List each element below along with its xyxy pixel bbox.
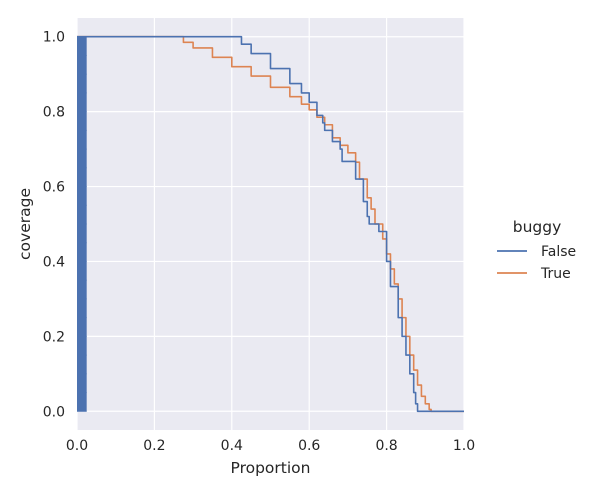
y-tick-labels: 0.0 0.2 0.4 0.6 0.8 1.0 — [43, 30, 65, 421]
y-tick-label: 1.0 — [43, 30, 65, 46]
grid — [76, 18, 465, 430]
legend-label-true: True — [540, 266, 571, 282]
x-tick-label: 0.8 — [375, 438, 397, 454]
x-tick-label: 0.6 — [298, 438, 320, 454]
y-tick-label: 0.0 — [43, 404, 65, 420]
series-layer — [77, 35, 464, 413]
x-tick-labels: 0.0 0.2 0.4 0.6 0.8 1.0 — [66, 438, 475, 454]
x-tick-label: 0.4 — [221, 438, 243, 454]
rug-marks — [77, 36, 87, 412]
y-tick-label: 0.8 — [43, 105, 65, 121]
y-tick-label: 0.6 — [43, 180, 65, 196]
x-tick-label: 0.2 — [143, 438, 165, 454]
legend: buggy False True — [497, 218, 576, 282]
y-tick-label: 0.4 — [43, 254, 65, 270]
legend-label-false: False — [541, 244, 576, 260]
x-tick-label: 1.0 — [453, 438, 475, 454]
y-axis-label: coverage — [16, 188, 34, 260]
series-line-true — [77, 35, 464, 413]
y-tick-label: 0.2 — [43, 329, 65, 345]
x-tick-label: 0.0 — [66, 438, 88, 454]
legend-title: buggy — [513, 218, 562, 236]
series-line-false — [77, 35, 464, 413]
x-axis-label: Proportion — [231, 459, 311, 477]
